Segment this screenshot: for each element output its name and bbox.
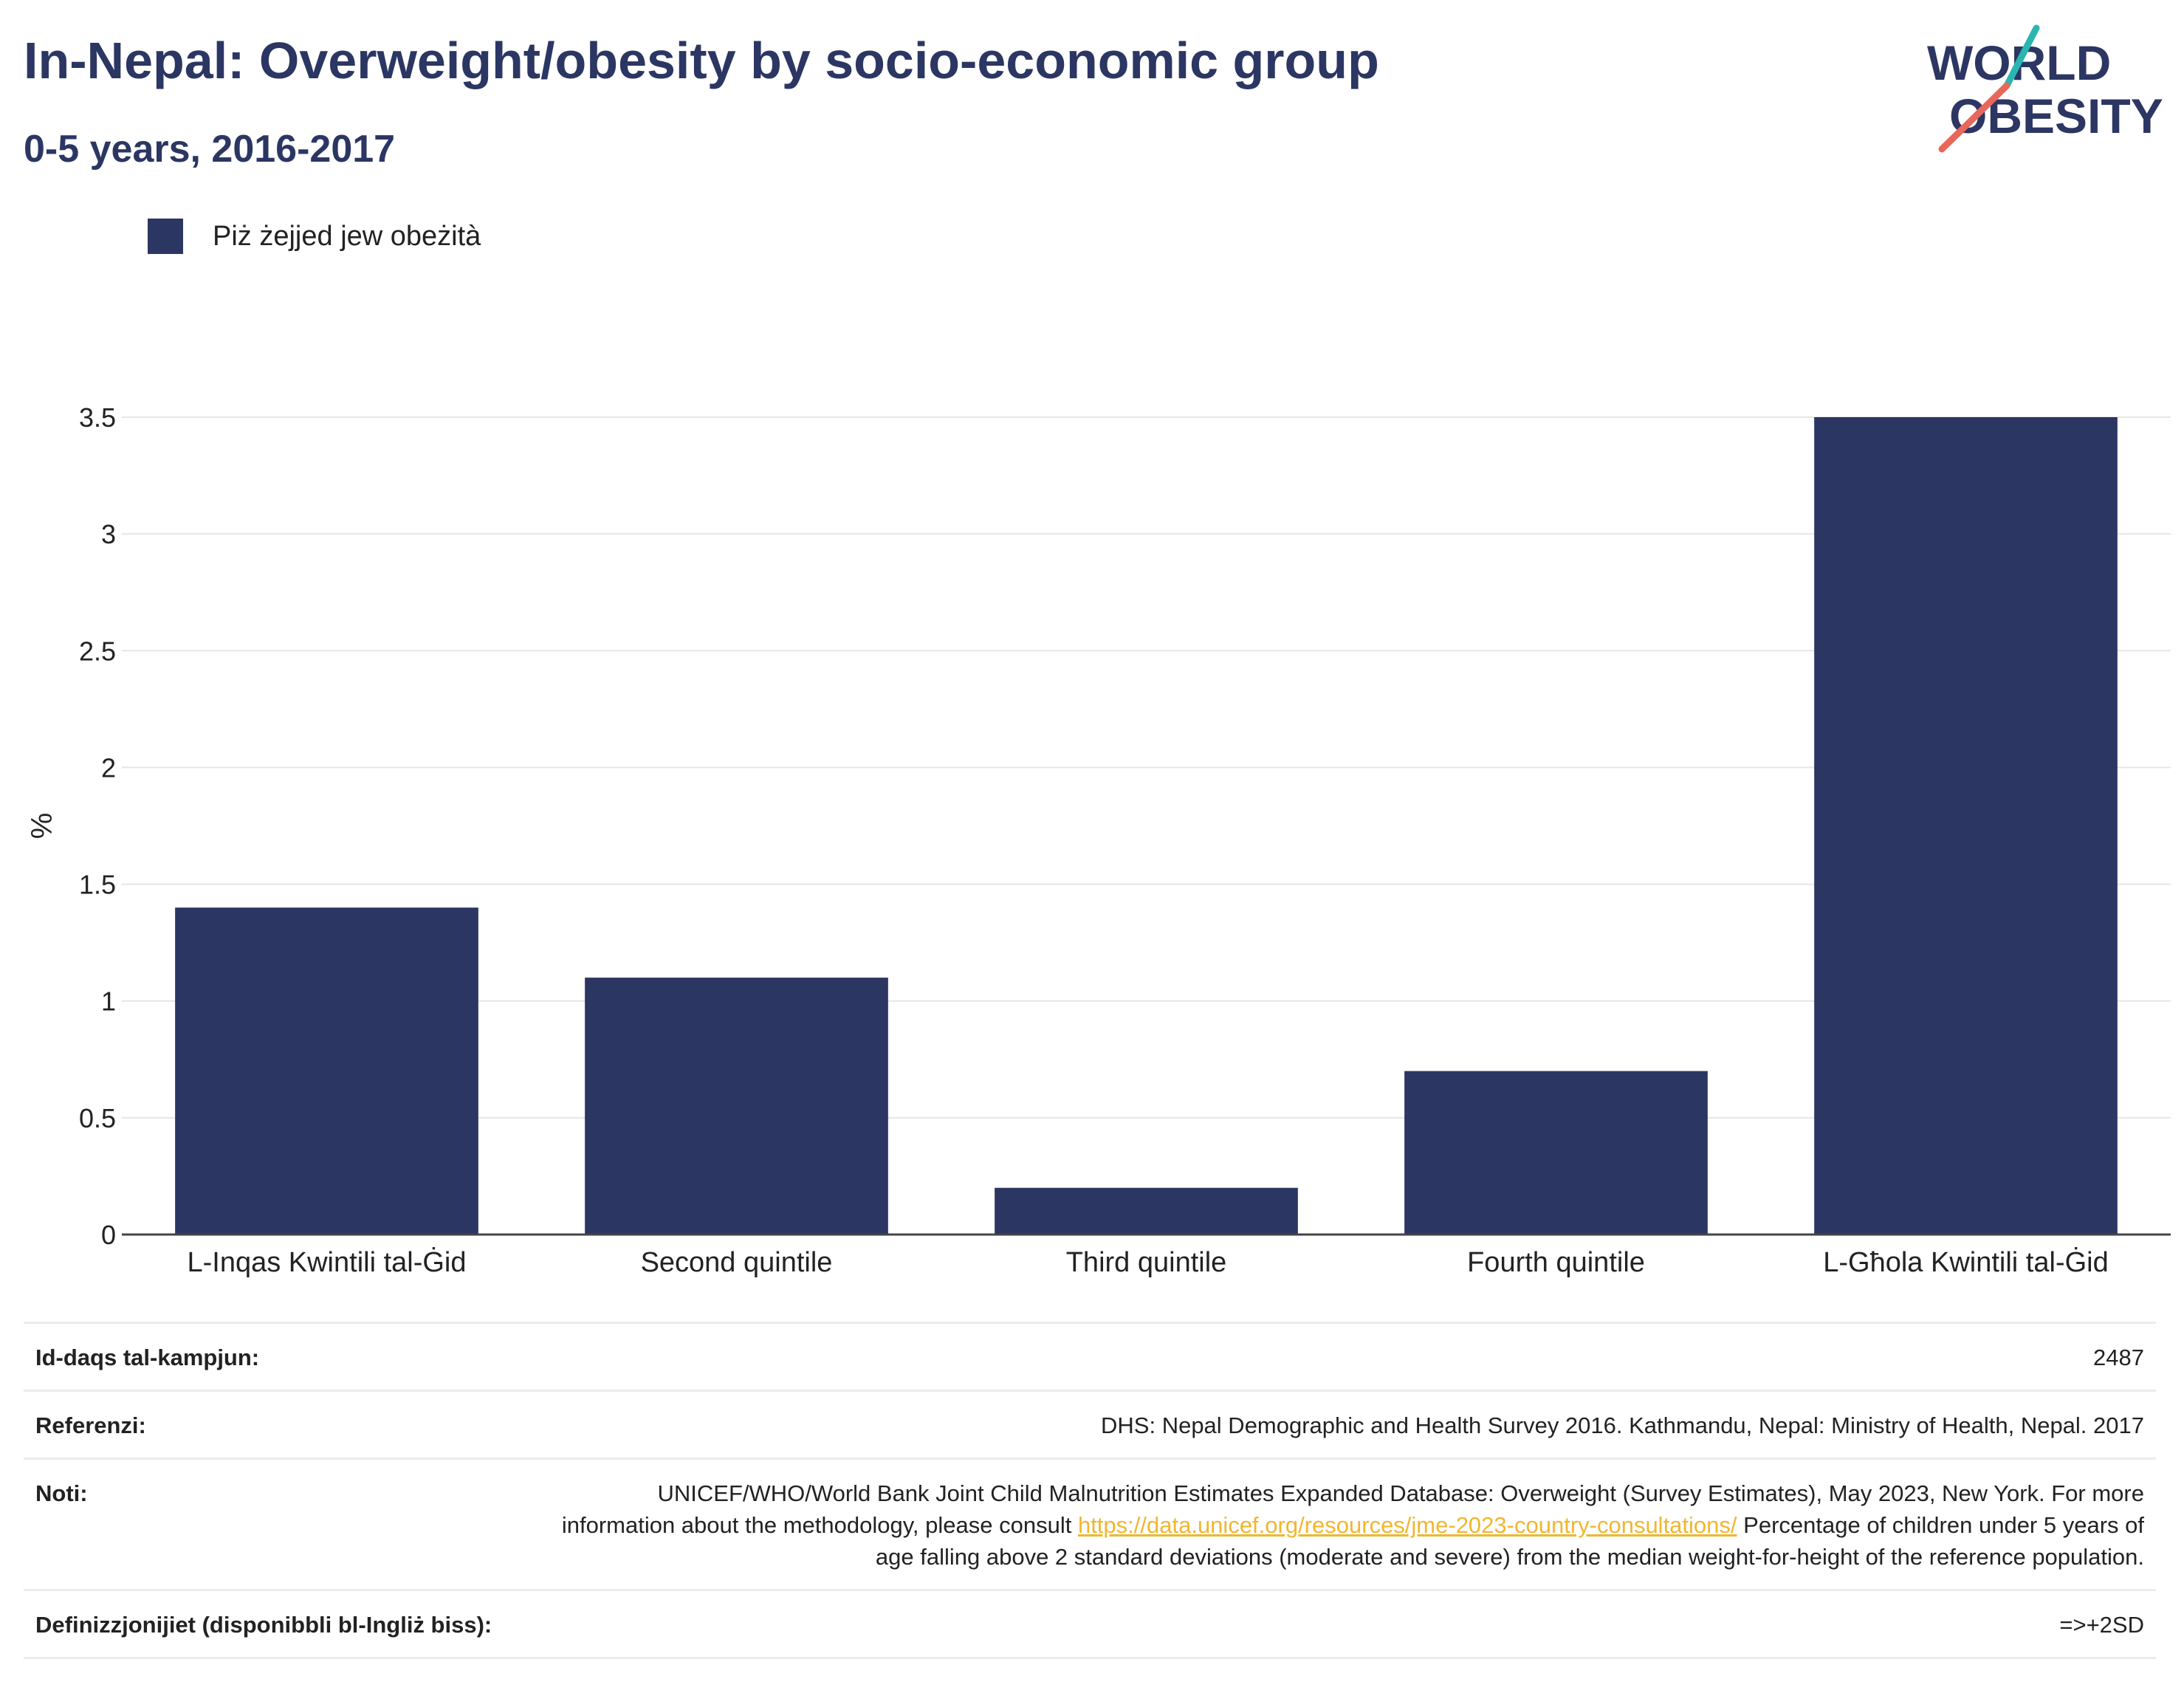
x-tick-label: Third quintile bbox=[1066, 1247, 1227, 1278]
definitions-label: Definizzjonijiet (disponibbli bl-Ingliż … bbox=[35, 1612, 492, 1638]
references-value: DHS: Nepal Demographic and Health Survey… bbox=[1101, 1412, 2144, 1438]
y-tick-label: 3 bbox=[101, 519, 116, 549]
x-tick-label: L-Inqas Kwintili tal-Ġid bbox=[187, 1246, 466, 1278]
y-axis-label: % bbox=[26, 813, 58, 840]
legend-label: Piż żejjed jew obeżità bbox=[213, 220, 481, 252]
y-tick-label: 0 bbox=[101, 1220, 116, 1250]
bar bbox=[1404, 1071, 1708, 1235]
references-label: Referenzi: bbox=[35, 1412, 146, 1438]
logo-slash-teal bbox=[2003, 24, 2040, 89]
x-tick-label: Second quintile bbox=[641, 1247, 833, 1278]
y-tick-label: 1 bbox=[101, 986, 116, 1017]
definitions-row: Definizzjonijiet (disponibbli bl-Ingliż … bbox=[24, 1591, 2156, 1659]
y-tick-label: 2 bbox=[101, 752, 116, 783]
sample-size-label: Id-daqs tal-kampjun: bbox=[35, 1345, 260, 1370]
references-row: Referenzi: DHS: Nepal Demographic and He… bbox=[24, 1392, 2156, 1460]
y-tick-label: 1.5 bbox=[79, 870, 116, 900]
info-table: Id-daqs tal-kampjun: 2487 Referenzi: DHS… bbox=[24, 1322, 2156, 1659]
chart-subtitle: 0-5 years, 2016-2017 bbox=[24, 128, 396, 171]
legend-swatch bbox=[148, 219, 183, 254]
y-tick-label: 2.5 bbox=[79, 636, 116, 666]
notes-label: Noti: bbox=[35, 1480, 88, 1506]
bar bbox=[1814, 417, 2118, 1235]
sample-size-row: Id-daqs tal-kampjun: 2487 bbox=[24, 1324, 2156, 1392]
notes-row: Noti: UNICEF/WHO/World Bank Joint Child … bbox=[24, 1460, 2156, 1591]
world-obesity-logo[interactable]: WORLD OBESITY bbox=[1927, 22, 2171, 162]
bar-chart: 0 0.5 1 1.5 2 2.5 3 3.5% L-Inqas Kwintili tal-Ġi… bbox=[26, 402, 2171, 1278]
bar bbox=[995, 1187, 1298, 1235]
x-tick-label: Fourth quintile bbox=[1467, 1247, 1645, 1278]
definitions-value: =>+2SD bbox=[2059, 1612, 2144, 1638]
y-tick-label: 3.5 bbox=[79, 402, 116, 433]
logo-word-obesity: OBESITY bbox=[1949, 89, 2163, 143]
bar bbox=[175, 907, 478, 1235]
notes-value: UNICEF/WHO/World Bank Joint Child Malnut… bbox=[557, 1477, 2144, 1573]
notes-text-after: Percentage of children under 5 years of … bbox=[875, 1512, 2144, 1570]
x-tick-label: L-Għola Kwintili tal-Ġid bbox=[1823, 1246, 2108, 1278]
logo-slash-coral bbox=[1938, 82, 2010, 153]
bar bbox=[585, 978, 888, 1235]
methodology-link[interactable]: https://data.unicef.org/resources/jme-20… bbox=[1077, 1512, 1737, 1538]
sample-size-value: 2487 bbox=[2093, 1345, 2144, 1370]
notes-text-before: UNICEF/WHO/World Bank Joint Child Malnut… bbox=[561, 1480, 2144, 1538]
chart-legend[interactable]: Piż żejjed jew obeżità bbox=[148, 219, 481, 254]
chart-title: In-Nepal: Overweight/obesity by socio-ec… bbox=[24, 32, 1379, 89]
y-tick-label: 0.5 bbox=[79, 1103, 116, 1133]
